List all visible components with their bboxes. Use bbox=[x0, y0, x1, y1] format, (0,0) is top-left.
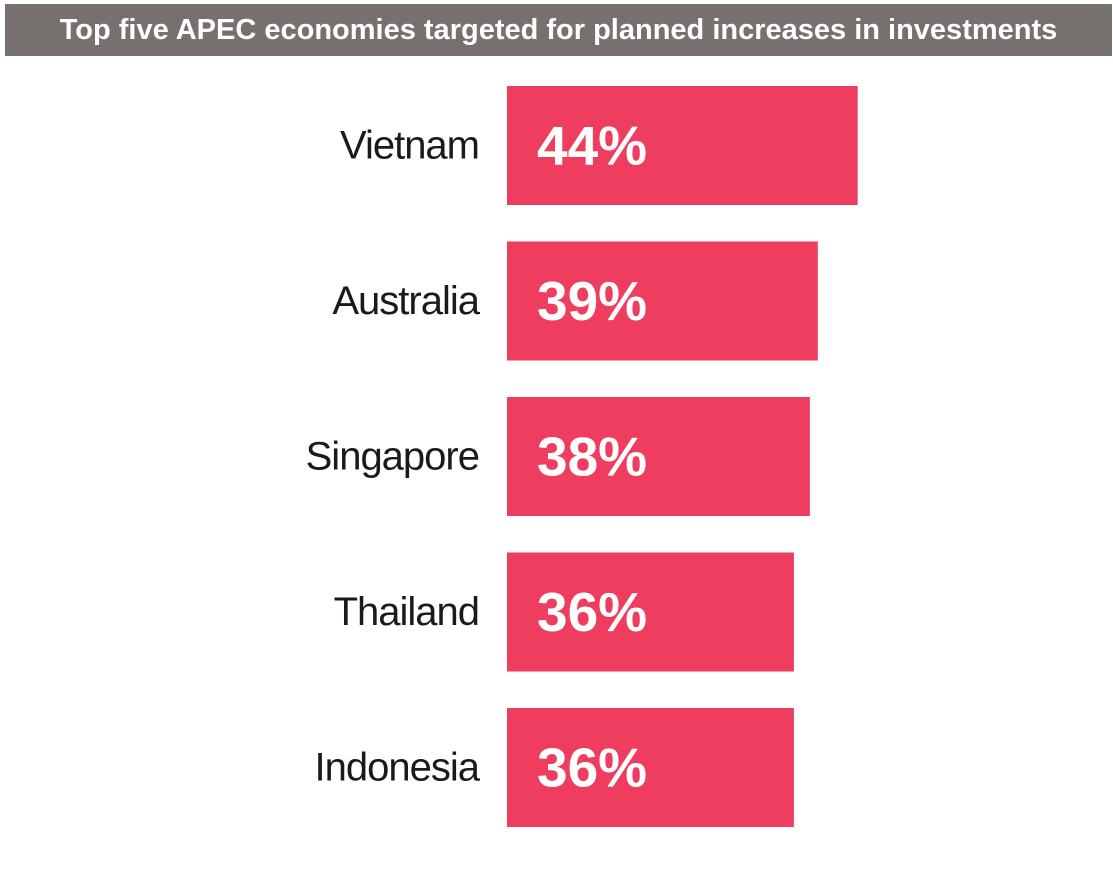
bar-singapore bbox=[507, 397, 810, 516]
value-label: 39% bbox=[537, 270, 647, 332]
bar-indonesia bbox=[507, 708, 794, 827]
chart-title: Top five APEC economies targeted for pla… bbox=[5, 4, 1112, 56]
category-label: Singapore bbox=[306, 435, 479, 479]
category-label: Australia bbox=[332, 279, 480, 323]
bar-australia bbox=[507, 241, 818, 361]
category-label: Indonesia bbox=[315, 746, 481, 790]
category-label: Vietnam bbox=[340, 124, 479, 168]
value-label: 36% bbox=[537, 581, 647, 643]
bar-vietnam bbox=[507, 86, 858, 205]
value-label: 36% bbox=[537, 737, 647, 799]
value-label: 38% bbox=[537, 426, 647, 488]
value-label: 44% bbox=[537, 115, 647, 177]
bar-thailand bbox=[507, 552, 794, 672]
category-label: Thailand bbox=[334, 590, 479, 634]
